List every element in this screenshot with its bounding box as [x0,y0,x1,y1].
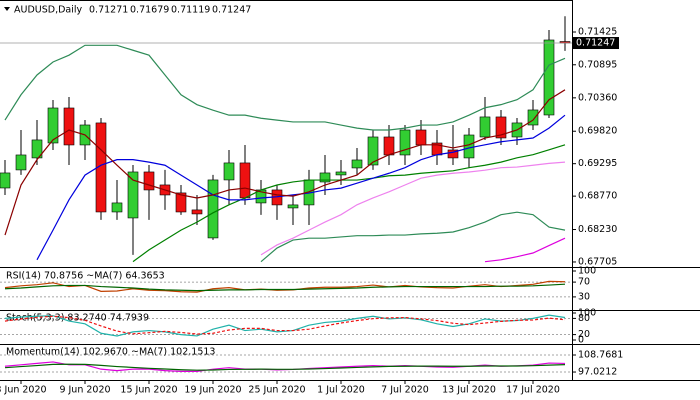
chart-title: AUDUSD,Daily [14,5,83,16]
current-price-label: 0.71247 [576,38,615,49]
candle-body [191,209,203,215]
y-tick-label: 0.71425 [578,27,617,38]
y-tick-label: 0.70360 [578,92,617,103]
candle-body [47,107,59,144]
ohlc-open: 0.71271 [89,5,128,16]
indicator-line [4,315,566,335]
indicator-line [4,44,566,131]
y-tick-label: 0.70895 [578,59,617,70]
candle-body [63,107,75,146]
candle-body [415,129,427,146]
candle-body [335,171,347,176]
candle-body [223,162,235,181]
y-tick-label: 20 [578,329,590,340]
x-tick-label: 3 Jun 2020 [0,385,47,396]
candle-body [31,139,43,159]
y-tick-label: 0.69820 [578,126,617,137]
indicator-line [4,363,566,371]
candle-body [479,116,491,138]
y-tick-label: 0.69295 [578,158,617,169]
x-tick-label: 25 Jun 2020 [248,385,305,396]
ohlc-high: 0.71679 [130,5,169,16]
candle-body [143,171,155,191]
indicator-line [4,89,566,236]
candle-body [383,136,395,156]
panel-title: Momentum(14) 102.9670 ~MA(7) 102.1513 [6,347,215,358]
candle-body [111,202,123,213]
candle-body [447,149,459,159]
candle-body [207,179,219,239]
indicator-line [4,314,566,337]
indicator-line [260,161,566,256]
candle-body [351,159,363,169]
y-tick-label: 100 [578,308,596,319]
panel-title: Stoch(5,3,3) 83.2740 74.7939 [6,313,149,324]
y-tick-label: 108.7681 [578,350,623,361]
candle-body [367,136,379,166]
y-tick-label: 0 [578,335,584,346]
x-tick-label: 9 Jun 2020 [59,385,110,396]
indicator-line [484,237,566,263]
ohlc-close: 0.71247 [212,5,251,16]
candle-body [0,172,11,189]
indicator-line [260,211,566,263]
y-tick-label: 0.67705 [578,256,617,267]
y-tick-label: 97.0212 [578,367,617,378]
panel-title: RSI(14) 70.8756 ~MA(7) 64.3653 [6,271,165,282]
candle-body [495,116,507,139]
y-tick-label: 30 [578,291,590,302]
candle-body [463,134,475,159]
symbol-marker [4,7,10,11]
candle-body [319,172,331,183]
y-tick-label: 0.68770 [578,191,617,202]
candle-body [527,109,539,126]
x-tick-label: 1 Jul 2020 [317,385,365,396]
candle-body [175,192,187,213]
indicator-line [4,283,566,292]
current-price-box [573,37,619,50]
x-tick-label: 19 Jun 2020 [184,385,241,396]
candle-body [543,39,555,116]
candle-body [15,154,27,171]
candle-body [399,129,411,156]
candle-body [239,162,251,199]
x-tick-label: 13 Jul 2020 [442,385,496,396]
y-tick-label: 80 [578,313,590,324]
x-tick-label: 15 Jun 2020 [120,385,177,396]
candle-body [287,204,299,209]
ohlc-low: 0.71119 [171,5,210,16]
candle-body [127,171,139,219]
indicator-line [132,144,566,263]
y-tick-label: 100 [578,266,596,277]
candle-body [95,122,107,213]
y-tick-label: 0.68230 [578,224,617,235]
y-tick-label: 70 [578,277,590,288]
x-tick-label: 7 Jul 2020 [381,385,429,396]
x-tick-label: 17 Jul 2020 [506,385,560,396]
